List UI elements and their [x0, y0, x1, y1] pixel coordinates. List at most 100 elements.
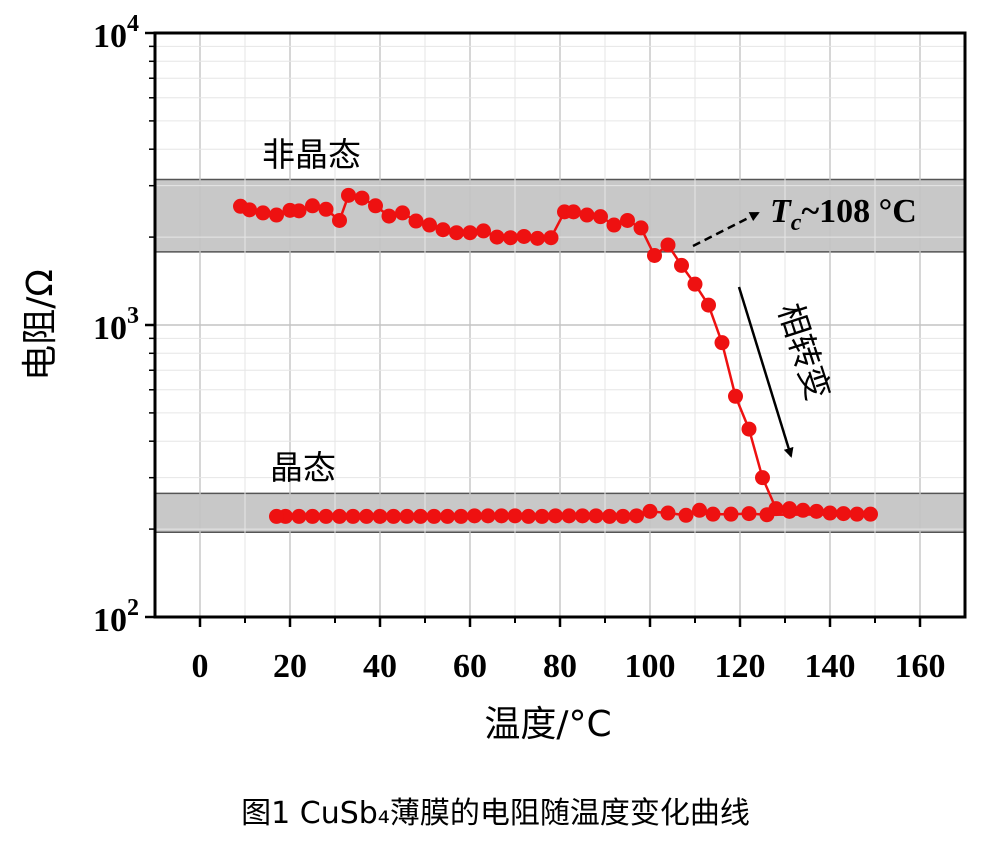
data-point — [507, 508, 523, 524]
data-point — [755, 470, 770, 486]
data-point — [660, 237, 676, 253]
data-point — [822, 505, 838, 521]
data-point — [372, 508, 388, 524]
data-point — [647, 247, 662, 263]
figure-caption: 图1 CuSb₄薄膜的电阻随温度变化曲线 — [241, 796, 750, 831]
data-point — [381, 208, 397, 224]
data-point — [692, 502, 707, 518]
data-point — [588, 508, 604, 524]
data-point — [467, 508, 482, 524]
amorphous-label: 非晶态 — [262, 135, 361, 174]
data-point — [741, 506, 757, 522]
data-point — [579, 207, 595, 223]
data-point — [242, 202, 257, 218]
x-tick-label: 80 — [543, 648, 577, 685]
x-tick-label: 40 — [363, 648, 397, 685]
data-point — [305, 508, 320, 524]
data-point — [741, 421, 757, 437]
data-point — [863, 506, 878, 522]
data-point — [480, 508, 496, 524]
data-point — [633, 220, 649, 236]
data-point — [575, 508, 590, 524]
data-point — [849, 506, 865, 522]
data-point — [809, 503, 824, 519]
data-point — [759, 507, 775, 523]
y-tick-label: 102 — [93, 595, 139, 639]
data-point — [386, 508, 401, 524]
data-point — [836, 506, 851, 522]
data-point — [422, 217, 437, 233]
data-point — [305, 198, 320, 214]
data-point — [359, 508, 374, 524]
data-point — [269, 207, 284, 223]
data-point — [521, 508, 536, 524]
data-point — [687, 276, 703, 292]
x-tick-label: 20 — [273, 648, 307, 685]
x-axis-title: 温度/°C — [484, 704, 611, 745]
y-tick-label: 104 — [93, 11, 139, 55]
data-point — [453, 508, 469, 524]
data-point — [593, 209, 608, 225]
y-tick-label: 103 — [93, 303, 139, 347]
data-point — [561, 508, 577, 524]
data-point — [494, 508, 509, 524]
x-tick-label: 100 — [625, 648, 676, 685]
data-point — [413, 508, 428, 524]
y-tick-label-exponent: 2 — [127, 595, 139, 621]
data-point — [503, 230, 518, 246]
data-point — [332, 212, 347, 228]
crystalline-label: 晶态 — [270, 448, 336, 487]
y-tick-label-base: 10 — [93, 602, 127, 639]
grid-lines — [155, 33, 965, 617]
data-point — [489, 229, 505, 245]
y-axis-title: 电阻/Ω — [20, 269, 61, 381]
data-point — [795, 502, 811, 518]
data-point — [354, 190, 370, 206]
data-point — [602, 508, 617, 524]
x-tick-label: 140 — [805, 648, 856, 685]
data-point — [728, 388, 743, 404]
data-point — [462, 225, 478, 241]
data-point — [530, 230, 545, 246]
data-point — [291, 508, 307, 524]
data-point — [318, 508, 334, 524]
data-point — [516, 228, 532, 244]
data-point — [701, 297, 716, 313]
tc-value: ~108 °C — [801, 193, 916, 230]
y-tick-label-base: 10 — [93, 18, 127, 55]
data-point — [566, 204, 581, 220]
transition-arrow — [737, 286, 794, 458]
data-point — [368, 198, 383, 214]
data-point — [255, 205, 271, 221]
data-point — [714, 335, 730, 351]
data-point — [660, 505, 676, 521]
data-point — [615, 508, 631, 524]
data-point — [269, 508, 284, 524]
x-tick-label: 160 — [895, 648, 946, 685]
data-point — [341, 187, 356, 203]
y-tick-label-base: 10 — [93, 310, 127, 347]
data-series — [233, 187, 878, 524]
data-point — [629, 508, 644, 524]
data-point — [620, 212, 635, 228]
data-point — [408, 213, 424, 229]
x-tick-label: 0 — [192, 648, 209, 685]
y-tick-label-exponent: 4 — [127, 11, 139, 37]
tc-subscript: c — [791, 210, 802, 236]
tc-symbol: T — [770, 193, 792, 230]
data-point — [534, 508, 550, 524]
data-point — [435, 222, 451, 238]
data-point — [426, 508, 442, 524]
data-point — [674, 257, 689, 273]
data-point — [476, 223, 491, 239]
data-point — [291, 203, 307, 219]
data-point — [705, 506, 721, 522]
data-point — [399, 508, 415, 524]
tc-label: Tc~108 °C — [770, 193, 917, 236]
data-point — [332, 508, 347, 524]
data-point — [642, 503, 658, 519]
data-point — [449, 225, 464, 241]
data-point — [440, 508, 455, 524]
